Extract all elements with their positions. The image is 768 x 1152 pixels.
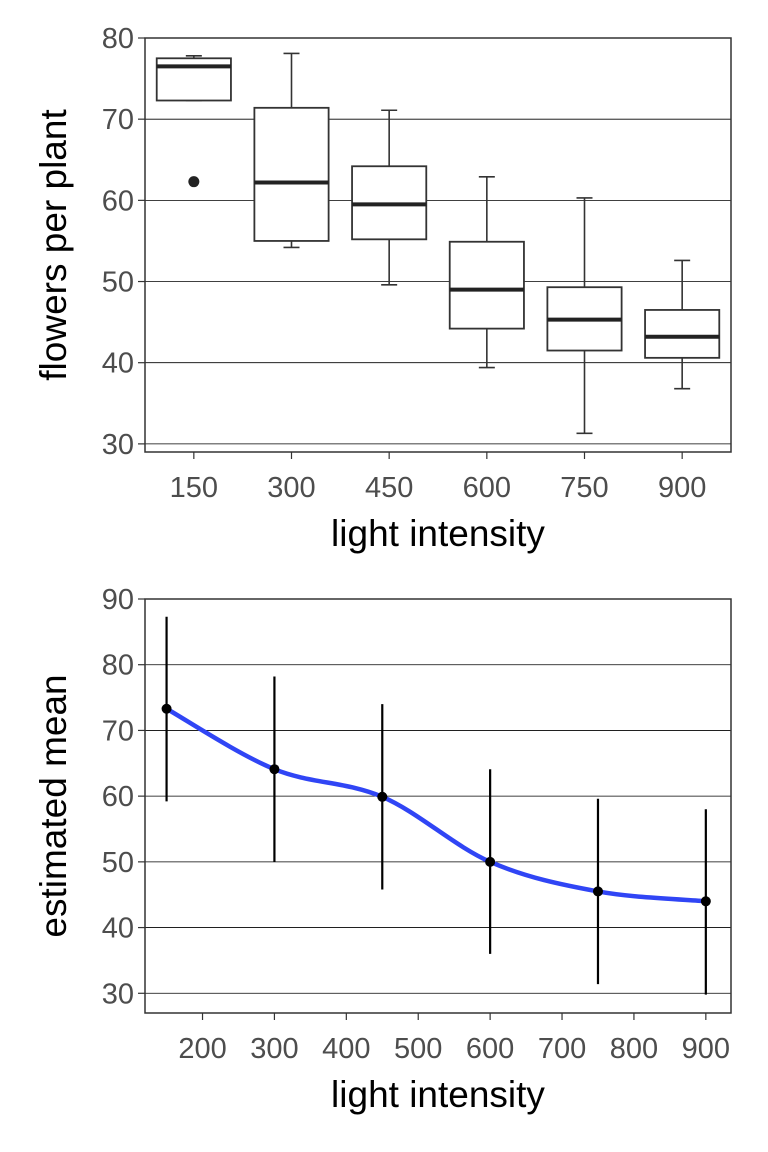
boxplot-panel: 30 40 50 60 70 80 150 300 450 600 750 900 light inte… — [33, 23, 732, 554]
box-iqr — [448, 240, 525, 330]
x-tick-label: 450 — [365, 472, 413, 504]
y-axis-title: estimated mean — [33, 674, 74, 937]
x-tick-label: 800 — [610, 1033, 658, 1065]
x-tick-label: 400 — [322, 1033, 370, 1065]
box-300 — [253, 52, 330, 249]
x-tick-label: 900 — [658, 472, 706, 504]
x-axis-title: light intensity — [331, 1074, 545, 1115]
y-tick-label: 30 — [102, 429, 134, 461]
y-tick-label: 30 — [102, 978, 134, 1010]
box-600 — [448, 176, 525, 369]
estimate-panel: 30 40 50 60 70 80 90 200 300 400 500 600 700 800 900 li… — [33, 584, 732, 1115]
mean-point — [700, 896, 711, 907]
x-axis-title: light intensity — [331, 513, 545, 554]
y-tick-label: 50 — [102, 847, 134, 879]
x-tick-label: 750 — [560, 472, 608, 504]
y-tick-label: 60 — [102, 781, 134, 813]
mean-point — [269, 764, 280, 775]
x-tick-label: 300 — [250, 1033, 298, 1065]
y-tick-label: 70 — [102, 715, 134, 747]
x-tick-label: 300 — [267, 472, 315, 504]
box-iqr — [644, 309, 721, 359]
x-tick-label: 150 — [170, 472, 218, 504]
y-tick-label: 70 — [102, 104, 134, 136]
y-tick-label: 40 — [102, 913, 134, 945]
plot-border — [144, 37, 732, 453]
x-tick-label: 900 — [682, 1033, 730, 1065]
mean-point — [161, 703, 172, 714]
y-tick-label: 80 — [102, 650, 134, 682]
y-tick-label: 80 — [102, 23, 134, 55]
box-750 — [546, 197, 623, 435]
x-tick-label: 500 — [394, 1033, 442, 1065]
outlier-point — [188, 176, 200, 188]
mean-point — [592, 886, 603, 897]
x-tick-label: 200 — [178, 1033, 226, 1065]
y-axis-title: flowers per plant — [33, 109, 74, 381]
box-iqr — [253, 106, 330, 242]
y-tick-label: 40 — [102, 348, 134, 380]
box-900 — [644, 259, 721, 390]
x-tick-label: 700 — [538, 1033, 586, 1065]
y-tick-label: 60 — [102, 185, 134, 217]
x-tick-label: 600 — [463, 472, 511, 504]
plot-border — [144, 598, 732, 1014]
mean-point — [377, 791, 388, 802]
smooth-line — [164, 706, 709, 904]
y-tick-label: 50 — [102, 267, 134, 299]
box-150 — [155, 55, 232, 188]
box-450 — [351, 109, 428, 286]
mean-point — [485, 856, 496, 867]
y-tick-label: 90 — [102, 584, 134, 616]
x-tick-label: 600 — [466, 1033, 514, 1065]
